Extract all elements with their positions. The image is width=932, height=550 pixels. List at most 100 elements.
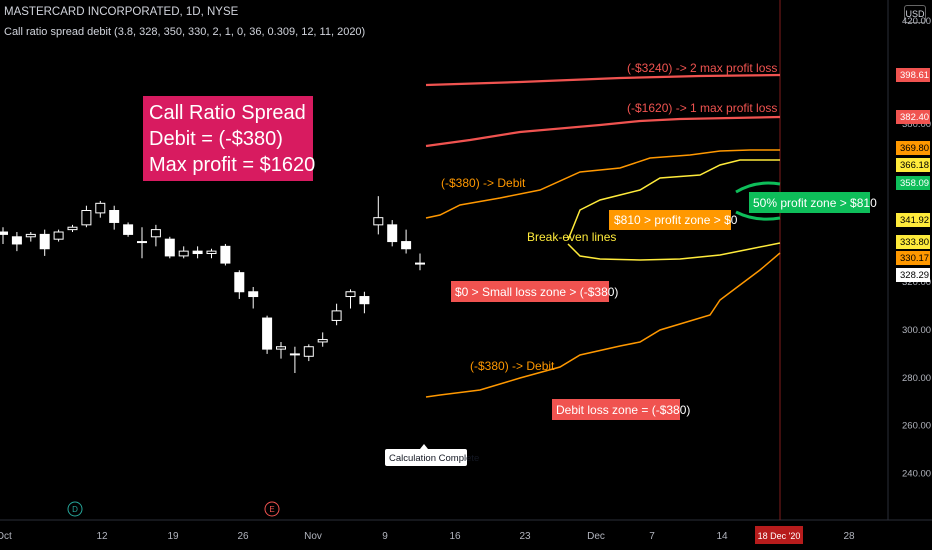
price-label: 369.80 [896, 141, 930, 155]
breakeven-upper-line [567, 159, 780, 241]
loss-2x-line [425, 73, 781, 87]
price-tick: 420.00 [902, 16, 931, 27]
candle [317, 332, 328, 347]
price-tick: 380.00 [902, 119, 931, 130]
headline-line-3: Max profit = $1620 [149, 154, 315, 176]
candle [39, 229, 50, 256]
price-tick: 320.00 [902, 277, 931, 288]
profit-50-label: 50% profit zone > $810 [753, 196, 877, 210]
price-labels: 398.61 382.40 369.80 366.18 358.09 341.92 333.… [896, 68, 930, 282]
profit-zone-box[interactable] [609, 210, 731, 230]
price-label: 341.92 [896, 213, 930, 227]
price-label: 398.61 [896, 68, 930, 82]
debit-loss-box[interactable] [552, 399, 680, 420]
time-label: 26 [237, 531, 249, 542]
profit-50-box[interactable] [749, 192, 870, 213]
svg-text:382.40: 382.40 [900, 112, 929, 123]
candle [276, 341, 286, 359]
time-label: Dec [587, 531, 605, 542]
candle [0, 227, 8, 244]
time-label: 9 [382, 531, 388, 542]
price-tick: 240.00 [902, 468, 931, 479]
candle [359, 291, 370, 314]
candle [81, 205, 92, 228]
candle [95, 200, 106, 218]
debit-lower-line [425, 252, 781, 398]
headline-line-1: Call Ratio Spread [149, 102, 306, 124]
candle [373, 196, 384, 235]
time-label: Nov [304, 531, 322, 542]
breakeven-label[interactable]: Break-even lines [527, 230, 616, 244]
time-label: 7 [649, 531, 655, 542]
candle [234, 270, 245, 299]
dividend-marker-label: D [72, 505, 78, 514]
earnings-marker[interactable] [264, 501, 280, 517]
profit-zone-label: $810 > profit zone > $0 [614, 213, 738, 227]
candle [248, 286, 259, 309]
price-tick: 280.00 [902, 373, 931, 384]
svg-text:358.09: 358.09 [900, 178, 929, 189]
candle [401, 229, 412, 254]
debit-upper-label[interactable]: (-$380) -> Debit [441, 176, 526, 190]
candle [25, 232, 36, 242]
debit-lower-label[interactable]: (-$380) -> Debit [470, 359, 555, 373]
candle [303, 344, 314, 362]
candle [53, 229, 64, 242]
time-label: 16 [449, 531, 461, 542]
candle [11, 232, 22, 252]
price-label: 330.17 [896, 251, 930, 265]
price-label: 328.29 [896, 268, 930, 282]
time-label: Oct [0, 531, 12, 542]
time-label: 23 [519, 531, 531, 542]
candle [137, 227, 147, 259]
small-loss-box[interactable] [451, 281, 609, 302]
candle [331, 303, 342, 326]
svg-text:366.18: 366.18 [900, 160, 929, 171]
loss-2x-label[interactable]: (-$3240) -> 2 max profit loss [627, 61, 777, 75]
svg-text:398.61: 398.61 [900, 70, 929, 81]
candle [345, 289, 356, 309]
candle [192, 246, 203, 259]
loss-1x-line [425, 115, 781, 148]
candle [150, 224, 161, 247]
svg-text:333.80: 333.80 [900, 237, 929, 248]
candle [109, 205, 120, 230]
headline-box[interactable] [143, 96, 313, 181]
indicator-legend[interactable]: Call ratio spread debit (3.8, 328, 350, … [4, 26, 366, 38]
debit-upper-line [425, 149, 780, 219]
candlestick-series [0, 196, 425, 374]
time-label: 19 [167, 531, 179, 542]
price-label: 333.80 [896, 235, 930, 249]
candle [289, 346, 300, 374]
candle [164, 236, 175, 259]
loss-1x-label[interactable]: (-$1620) -> 1 max profit loss [627, 101, 777, 115]
svg-text:328.29: 328.29 [900, 270, 929, 281]
profit-50-arc-bottom [735, 210, 781, 221]
candle [415, 253, 425, 271]
price-label: 358.09 [896, 176, 930, 190]
earnings-marker-label: E [269, 505, 274, 514]
svg-text:330.17: 330.17 [900, 253, 929, 264]
breakeven-lower-line [567, 242, 781, 261]
time-label: 28 [843, 531, 855, 542]
price-label: 366.18 [896, 158, 930, 172]
price-tick: 300.00 [902, 325, 931, 336]
svg-text:369.80: 369.80 [900, 143, 929, 154]
headline-line-2: Debit = (-$380) [149, 128, 283, 150]
candle [123, 222, 134, 237]
candle [220, 243, 231, 266]
calc-tooltip-text: Calculation Complete [389, 453, 479, 464]
currency-button[interactable]: USD [904, 5, 926, 23]
debit-loss-label: Debit loss zone = (-$380) [556, 403, 690, 417]
time-label: 14 [716, 531, 728, 542]
chart-title: MASTERCARD INCORPORATED, 1D, NYSE [4, 6, 239, 18]
dividend-marker[interactable] [67, 501, 83, 517]
expiry-date-label: 18 Dec '20 [758, 531, 801, 541]
expiry-date-badge [755, 526, 803, 544]
candle [178, 246, 189, 259]
price-tick: 260.00 [902, 421, 931, 432]
svg-text:341.92: 341.92 [900, 215, 929, 226]
calc-tooltip-pointer [420, 444, 428, 449]
small-loss-label: $0 > Small loss zone > (-$380) [455, 285, 618, 299]
